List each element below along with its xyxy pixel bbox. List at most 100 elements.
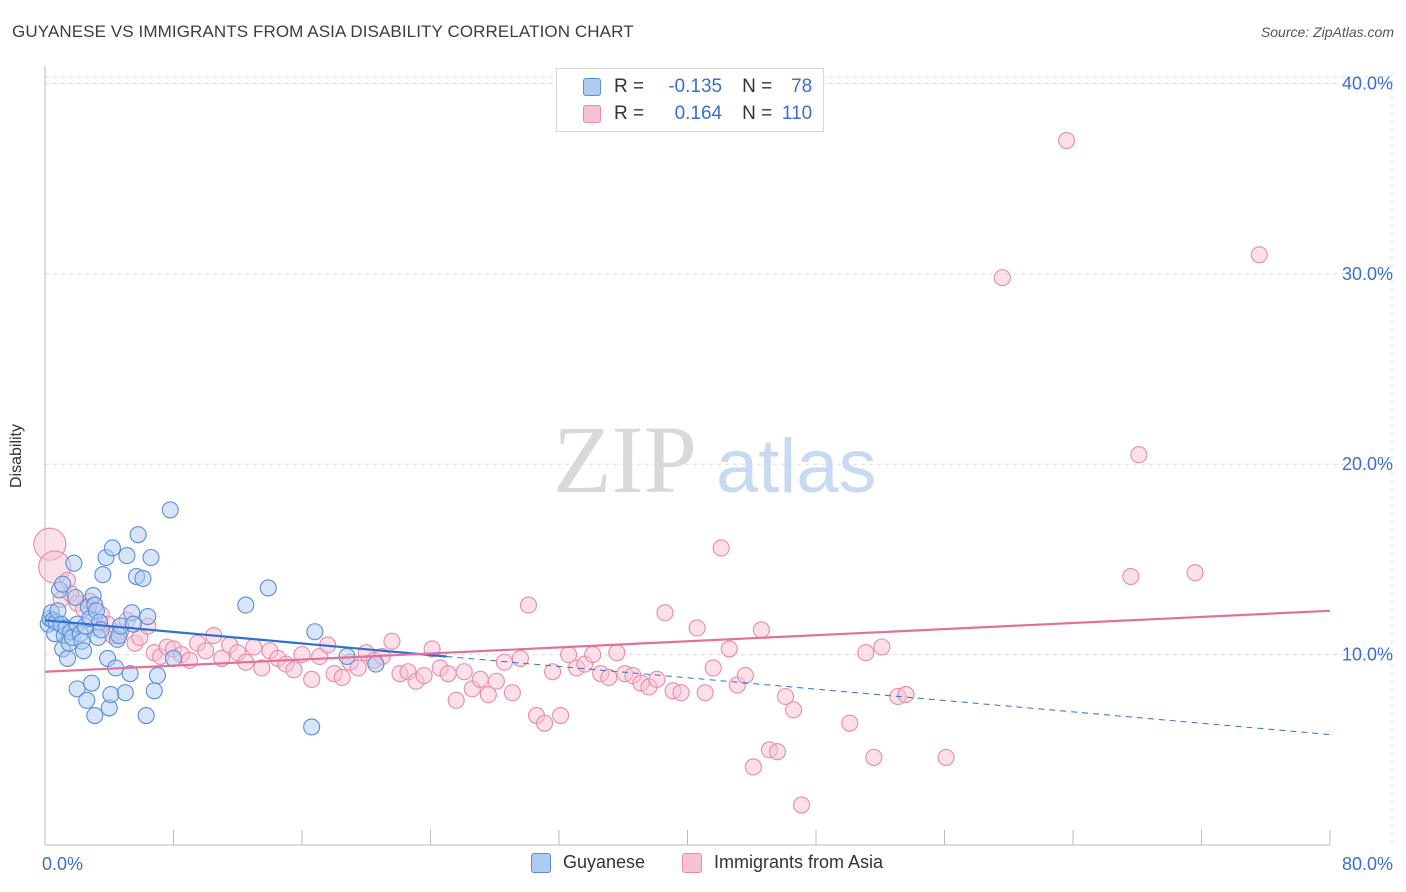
source-credit: Source: ZipAtlas.com	[1260, 24, 1394, 40]
data-point-guyanese	[142, 548, 160, 567]
data-point-guyanese	[54, 575, 72, 593]
data-point-asia	[776, 687, 795, 706]
data-point-asia	[333, 668, 351, 687]
data-point-guyanese	[78, 691, 96, 709]
legend-r-value: 0.164	[674, 103, 723, 124]
data-point-asia	[471, 670, 489, 688]
legend-row-immigrants-from-asia: R = 0.164 N = 110	[583, 101, 812, 127]
data-point-asia	[535, 714, 554, 732]
data-point-guyanese	[148, 666, 166, 685]
data-point-asia	[937, 748, 955, 766]
y-tick-label: 20.0%	[1342, 454, 1393, 474]
data-point-asia	[857, 644, 875, 662]
data-point-asia	[197, 642, 215, 660]
data-point-asia	[865, 748, 883, 766]
data-point-guyanese	[137, 706, 155, 725]
data-point-guyanese	[259, 579, 277, 597]
axes	[44, 66, 1331, 846]
data-point-guyanese	[116, 684, 134, 702]
legend-n-label: N =	[742, 76, 773, 97]
data-point-asia	[704, 659, 722, 677]
data-point-asia	[1186, 564, 1204, 582]
x-tick-label: 80.0%	[1342, 854, 1393, 874]
data-point-asia	[519, 596, 538, 614]
data-point-guyanese	[145, 682, 163, 700]
data-point-asia	[383, 632, 401, 650]
data-point-guyanese	[164, 649, 183, 667]
series-guyanese	[39, 501, 385, 736]
data-point-asia	[720, 640, 738, 658]
gridlines	[45, 72, 1393, 845]
legend-r-label: R =	[614, 76, 645, 97]
watermark-atlas: atlas	[716, 424, 877, 509]
legend-r-label: R =	[614, 103, 645, 124]
data-point-asia	[253, 659, 271, 677]
data-point-guyanese	[83, 674, 101, 692]
trend-line-guyanese	[44, 619, 447, 658]
data-point-asia	[503, 684, 521, 702]
trend-line-asia	[44, 609, 1331, 673]
series-legend: Guyanese Immigrants from Asia	[0, 852, 1406, 878]
data-point-guyanese	[303, 718, 321, 736]
y-tick-label: 40.0%	[1342, 73, 1393, 93]
data-point-asia	[696, 684, 714, 702]
legend-r-value: -0.135	[668, 76, 723, 97]
data-point-guyanese	[65, 554, 83, 572]
data-point-asia	[784, 701, 803, 719]
data-point-guyanese	[68, 680, 86, 698]
data-point-asia	[752, 621, 770, 639]
data-point-guyanese	[75, 642, 93, 660]
y-tick-label: 30.0%	[1342, 264, 1393, 284]
data-point-asia	[1122, 567, 1140, 586]
y-tick-label: 10.0%	[1342, 645, 1393, 665]
data-point-guyanese	[237, 596, 255, 614]
legend-n-value: 110	[781, 103, 813, 124]
legend-item-immigrants-from-asia[interactable]: Immigrants from Asia	[682, 852, 883, 873]
data-point-guyanese	[103, 539, 122, 557]
data-point-guyanese	[102, 686, 120, 704]
watermark: ZIP atlas	[553, 406, 877, 513]
legend-n-value: 78	[791, 76, 813, 97]
data-point-guyanese	[139, 607, 157, 626]
legend-swatch-immigrants-from-asia	[682, 852, 702, 873]
data-point-asia	[552, 706, 570, 725]
data-point-guyanese	[66, 588, 85, 607]
data-point-asia	[993, 269, 1011, 287]
data-point-asia	[349, 659, 367, 677]
data-point-asia	[712, 539, 730, 557]
series-immigrants-from-asia	[33, 131, 1268, 814]
data-point-asia	[688, 619, 706, 637]
legend-row-guyanese: R = -0.135 N = 78	[583, 74, 812, 100]
data-point-asia	[285, 661, 303, 679]
legend-label-guyanese: Guyanese	[563, 852, 646, 872]
data-point-asia	[768, 743, 787, 761]
data-point-asia	[736, 666, 754, 685]
data-point-asia	[1250, 246, 1268, 264]
data-point-asia	[447, 691, 465, 709]
legend-swatch-guyanese	[531, 852, 551, 873]
data-point-guyanese	[94, 566, 112, 584]
data-point-asia	[584, 646, 602, 664]
data-point-asia	[439, 665, 457, 683]
data-point-asia	[544, 663, 562, 681]
data-point-guyanese	[121, 665, 139, 683]
trend-lines	[44, 609, 1331, 736]
data-point-guyanese	[86, 706, 104, 725]
data-point-asia	[744, 758, 762, 776]
legend-item-guyanese[interactable]: Guyanese	[531, 852, 645, 873]
data-point-guyanese	[58, 649, 77, 667]
chart-title: GUYANESE VS IMMIGRANTS FROM ASIA DISABIL…	[12, 22, 634, 41]
data-point-asia	[1130, 446, 1148, 464]
data-point-asia	[495, 653, 513, 671]
data-point-asia	[1058, 131, 1076, 150]
data-point-asia	[487, 672, 505, 690]
tick-labels: 10.0% 20.0% 30.0% 40.0% 0.0% 80.0%	[42, 73, 1393, 874]
data-point-asia	[245, 638, 263, 656]
data-point-guyanese	[367, 655, 385, 673]
data-point-guyanese	[118, 547, 136, 565]
x-tick-label: 0.0%	[42, 854, 83, 874]
legend-swatch-immigrants-from-asia	[583, 105, 601, 123]
watermark-zip: ZIP	[553, 406, 697, 513]
data-point-asia	[841, 714, 859, 732]
